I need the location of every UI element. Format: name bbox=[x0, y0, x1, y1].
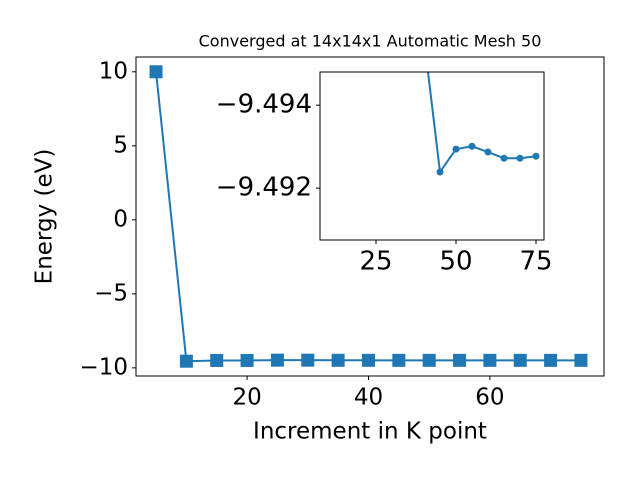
marker bbox=[574, 353, 588, 367]
marker bbox=[179, 354, 193, 368]
axes-frame bbox=[319, 71, 545, 241]
y-tick-label: 5 bbox=[113, 132, 128, 158]
marker bbox=[361, 353, 375, 367]
x-tick-label: 20 bbox=[232, 385, 261, 411]
axes-frame bbox=[135, 56, 605, 377]
marker bbox=[453, 353, 467, 367]
marker bbox=[210, 353, 224, 367]
marker bbox=[532, 152, 540, 160]
marker bbox=[513, 353, 527, 367]
marker bbox=[516, 154, 524, 162]
marker bbox=[500, 154, 508, 162]
plot-group bbox=[149, 65, 588, 368]
y-tick-label: −9.492 bbox=[216, 173, 312, 203]
marker bbox=[484, 148, 492, 156]
x-tick-label: 40 bbox=[354, 385, 383, 411]
y-axis-label: Energy (eV) bbox=[32, 149, 58, 285]
x-tick-label: 75 bbox=[519, 247, 552, 277]
x-tick-label: 60 bbox=[475, 385, 504, 411]
y-tick-label: 10 bbox=[99, 58, 128, 84]
marker bbox=[270, 353, 284, 367]
marker bbox=[422, 353, 436, 367]
chart-title: Converged at 14x14x1 Automatic Mesh 50 bbox=[199, 32, 542, 51]
marker bbox=[483, 353, 497, 367]
marker bbox=[452, 145, 460, 153]
marker bbox=[331, 353, 345, 367]
x-axis-label: Increment in K point bbox=[253, 419, 487, 445]
marker bbox=[392, 353, 406, 367]
marker bbox=[301, 353, 315, 367]
marker bbox=[436, 168, 444, 176]
x-tick-label: 50 bbox=[439, 247, 472, 277]
y-tick-label: −5 bbox=[94, 280, 128, 306]
y-tick-label: 0 bbox=[113, 206, 128, 232]
x-tick-label: 25 bbox=[359, 247, 392, 277]
marker bbox=[149, 65, 163, 79]
y-tick-label: −9.494 bbox=[216, 90, 312, 120]
marker bbox=[544, 353, 558, 367]
plot-group bbox=[426, 72, 540, 176]
marker bbox=[240, 353, 254, 367]
y-tick-label: −10 bbox=[79, 354, 128, 380]
marker bbox=[468, 142, 476, 150]
